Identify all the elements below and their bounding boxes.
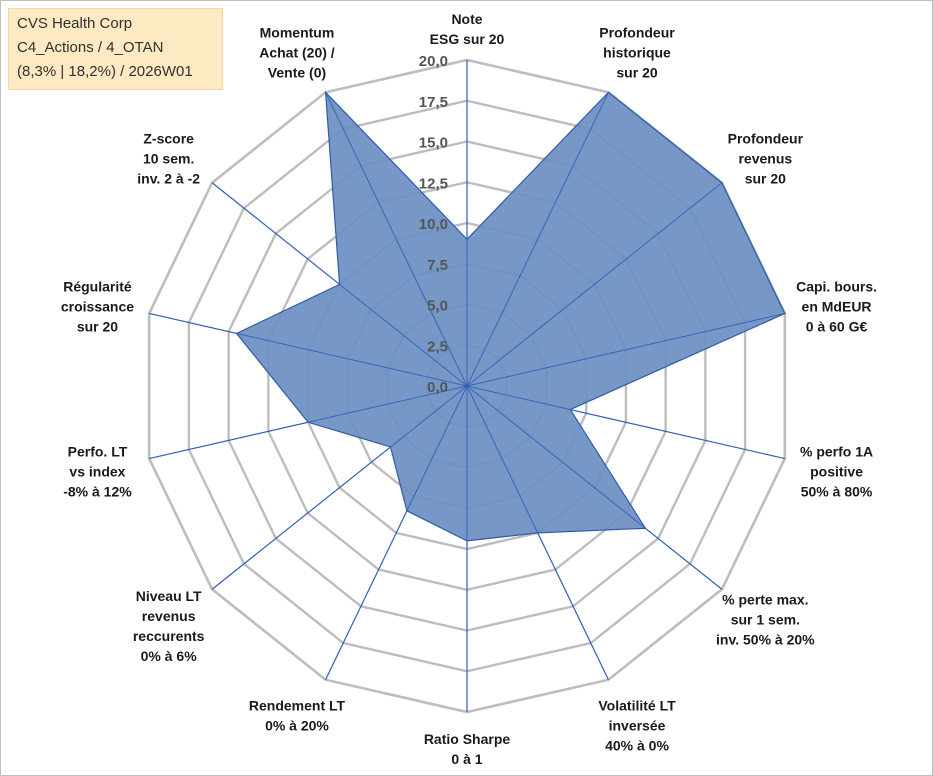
axis-label-line: Volatilité LT <box>598 697 676 713</box>
tick-label: 17,5 <box>419 94 448 111</box>
axis-label: Note ESG sur 20 <box>430 11 505 47</box>
axis-label-line: 0 à 60 G€ <box>806 319 868 335</box>
axis-label-line: inv. 50% à 20% <box>716 632 815 648</box>
axis-label-line: ESG sur 20 <box>430 31 505 47</box>
axis-spoke-overlay <box>466 312 785 387</box>
axis-label-line: positive <box>810 463 863 479</box>
info-box: CVS Health Corp C4_Actions / 4_OTAN (8,3… <box>8 8 223 90</box>
axis-spoke-overlay <box>236 332 468 387</box>
axis-label-line: 10 sem. <box>143 150 194 166</box>
axis-label-line: en MdEUR <box>802 299 872 315</box>
axis-label-line: sur 20 <box>745 170 786 186</box>
axis-label-line: Profondeur <box>728 130 804 146</box>
weights-period: (8,3% | 18,2%) / 2026W01 <box>17 63 193 80</box>
axis-label-layer: Note ESG sur 20 Profondeur historique sur 20… <box>61 11 877 767</box>
axis-label-line: Niveau LT <box>136 588 202 604</box>
tick-label: 20,0 <box>419 53 448 70</box>
tick-label-layer: 0,0 2,5 5,0 7,5 10,0 12,5 15,0 17,5 20,0 <box>419 53 448 396</box>
axis-label: Perfo. LT vs index -8% à 12% <box>63 443 132 499</box>
axis-label-line: 40% à 0% <box>605 737 669 753</box>
axis-label: Rendement LT 0% à 20% <box>249 697 346 733</box>
axis-label-line: % perte max. <box>722 592 808 608</box>
axis-label: Capi. bours. en MdEUR 0 à 60 G€ <box>796 279 877 335</box>
axis-label-line: Momentum <box>260 25 335 41</box>
axis-spoke-overlay <box>466 385 571 411</box>
axis-spoke-overlay <box>466 385 539 534</box>
axis-label-line: Z-score <box>143 130 194 146</box>
portfolio-path: C4_Actions / 4_OTAN <box>17 39 164 56</box>
tick-label: 12,5 <box>419 175 448 192</box>
axis-spoke-overlay <box>339 283 468 387</box>
axis-label-line: revenus <box>142 608 196 624</box>
axis-label: Volatilité LT inversée 40% à 0% <box>598 697 676 753</box>
axis-label-line: 50% à 80% <box>801 483 873 499</box>
axis-label: Profondeur revenus sur 20 <box>728 130 804 186</box>
axis-label-line: -8% à 12% <box>63 483 132 499</box>
axis-spoke-overlay <box>307 385 468 423</box>
axis-label-line: % perfo 1A <box>800 443 873 459</box>
axis-label-line: croissance <box>61 299 134 315</box>
axis-spoke-overlay <box>466 92 609 387</box>
axis-label-line: reccurents <box>133 628 205 644</box>
axis-label: Régularité croissance sur 20 <box>61 279 134 335</box>
tick-label: 15,0 <box>419 135 448 152</box>
axis-label-line: historique <box>603 45 671 61</box>
tick-label: 5,0 <box>427 298 448 315</box>
axis-spoke-overlay <box>406 385 468 512</box>
axis-label-line: Rendement LT <box>249 697 346 713</box>
axis-label: % perte max. sur 1 sem. inv. 50% à 20% <box>716 592 815 648</box>
axis-label-line: vs index <box>69 463 125 479</box>
axis-label: Profondeur historique sur 20 <box>599 25 675 81</box>
axis-label-line: inv. 2 à -2 <box>137 170 200 186</box>
axis-label-line: Achat (20) / <box>259 45 335 61</box>
axis-label-line: 0% à 20% <box>265 717 329 733</box>
axis-spoke-overlay <box>325 92 468 387</box>
tick-label: 7,5 <box>427 257 448 274</box>
axis-label: Z-score 10 sem. inv. 2 à -2 <box>137 130 200 186</box>
axis-label-line: revenus <box>738 150 792 166</box>
axis-label-line: Capi. bours. <box>796 279 877 295</box>
axis-label-line: Note <box>451 11 482 27</box>
axis-label-line: sur 1 sem. <box>731 612 800 628</box>
axis-label-line: 0% à 6% <box>141 648 198 664</box>
axis-label-line: inversée <box>609 717 666 733</box>
tick-label: 0,0 <box>427 379 448 396</box>
axis-spoke-overlay <box>390 385 468 448</box>
axis-label-line: Vente (0) <box>268 65 326 81</box>
axis-spoke-overlay <box>466 385 646 529</box>
axis-label-line: Perfo. LT <box>68 443 128 459</box>
tick-label: 10,0 <box>419 216 448 233</box>
axis-label-line: Régularité <box>63 279 132 295</box>
axis-label: Ratio Sharpe 0 à 1 <box>424 731 511 767</box>
tick-label: 2,5 <box>427 338 448 355</box>
axis-label-line: Ratio Sharpe <box>424 731 511 747</box>
axis-spoke-overlay <box>466 182 723 387</box>
axis-label-line: 0 à 1 <box>451 751 482 767</box>
axis-label: % perfo 1A positive 50% à 80% <box>800 443 873 499</box>
axis-label: Momentum Achat (20) / Vente (0) <box>259 25 335 81</box>
series-area <box>235 90 786 542</box>
axis-label-line: sur 20 <box>616 65 657 81</box>
axis-label-line: sur 20 <box>77 319 118 335</box>
company-name: CVS Health Corp <box>17 15 133 32</box>
axis-label-line: Profondeur <box>599 25 675 41</box>
area-layer <box>235 90 786 542</box>
axis-label: Niveau LT revenus reccurents 0% à 6% <box>133 588 205 664</box>
